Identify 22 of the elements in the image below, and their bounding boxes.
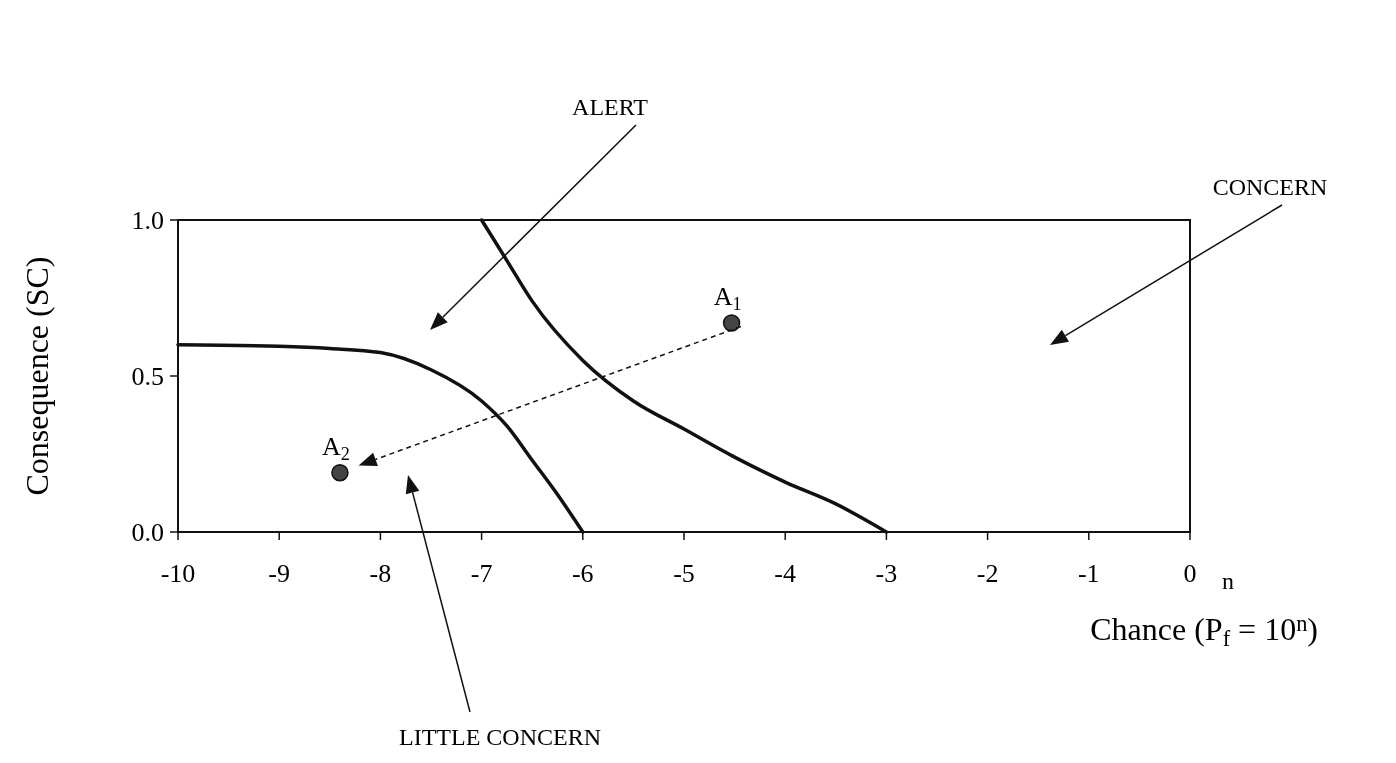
series-label: A$_{2}$ <box>321 431 350 464</box>
x-tick-label: -4 <box>774 559 797 588</box>
x-tick-label: -7 <box>470 559 493 588</box>
y-tick-label: 0.0 <box>131 518 164 547</box>
x-tick-label: -3 <box>875 559 898 588</box>
text: CONCERN <box>1212 174 1328 200</box>
x-tick-label: -6 <box>571 559 594 588</box>
y-axis-title: Consequence (SC) <box>19 256 55 496</box>
y-tick-label: 1.0 <box>131 206 164 235</box>
x-tick-label: -9 <box>268 559 291 588</box>
x-tick-label: -8 <box>369 559 392 588</box>
y-tick-label: 0.5 <box>131 362 164 391</box>
text: n <box>1222 568 1234 594</box>
text: ALERT <box>572 94 649 120</box>
x-tick-label: -10 <box>160 559 196 588</box>
x-tick-label: -1 <box>1077 559 1100 588</box>
text: LITTLE CONCERN <box>399 724 601 750</box>
x-axis-title: Chance (P$_{f}$ = 10$^{n}$) <box>1090 611 1318 651</box>
x-tick-label: -5 <box>673 559 695 588</box>
x-tick-label: 0 <box>1183 559 1197 588</box>
x-tick-label: -2 <box>976 559 999 588</box>
series-label: A$_{1}$ <box>713 281 742 314</box>
